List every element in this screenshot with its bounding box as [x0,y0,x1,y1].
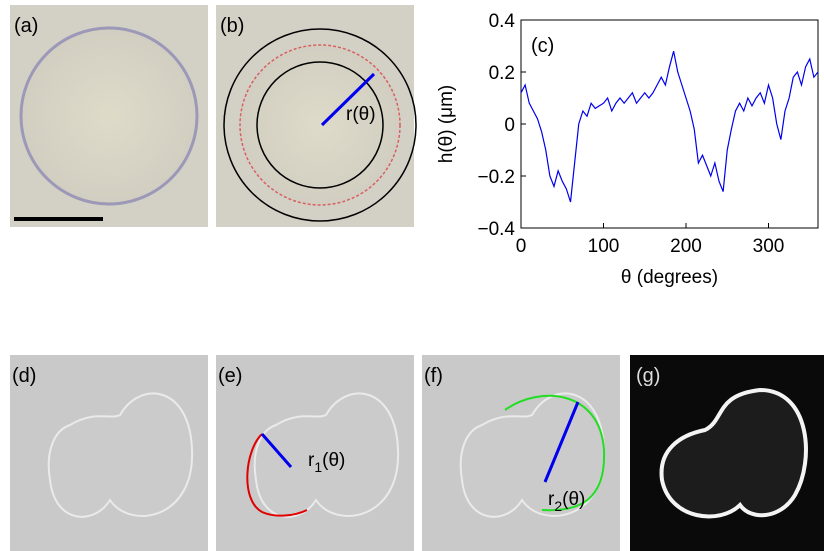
vesicle [19,26,199,206]
contour [239,44,401,206]
x-tick-label: 100 [588,236,620,257]
panel-label: (e) [218,365,242,387]
y-tick-label: 0.4 [489,11,516,32]
x-tick-label: 200 [670,236,702,257]
fluorescence-g: (g) [630,355,824,551]
panel-label: (c) [531,35,554,57]
panel-label: (b) [220,15,244,37]
panel-label: (f) [424,365,443,387]
inner-ring [256,61,384,189]
x-axis-label: θ (degrees) [621,267,718,288]
x-tick-label: 300 [753,236,785,257]
annotation: r(θ) [346,104,376,125]
y-tick-label: −0.4 [477,219,515,240]
annotation: r1(θ) [308,450,345,475]
y-tick-label: −0.2 [477,167,515,188]
micrograph-d: (d) [10,355,208,551]
panel-label: (d) [12,365,36,387]
x-tick-label: 0 [516,236,527,257]
micrograph-f: r2(θ) (f) [422,355,620,551]
panel-label: (a) [14,15,38,37]
outer-ring [223,28,417,222]
radius-line [320,72,376,127]
annotation: r2(θ) [548,489,585,514]
y-tick-label: 0.2 [489,63,515,84]
y-tick-label: 0 [504,115,515,136]
plot-frame [520,19,819,229]
micrograph-e: r1(θ) (e) [216,355,414,551]
panel-label: (g) [636,365,660,387]
y-axis-label: h(θ) (μm) [436,85,457,164]
data-line [520,51,819,203]
